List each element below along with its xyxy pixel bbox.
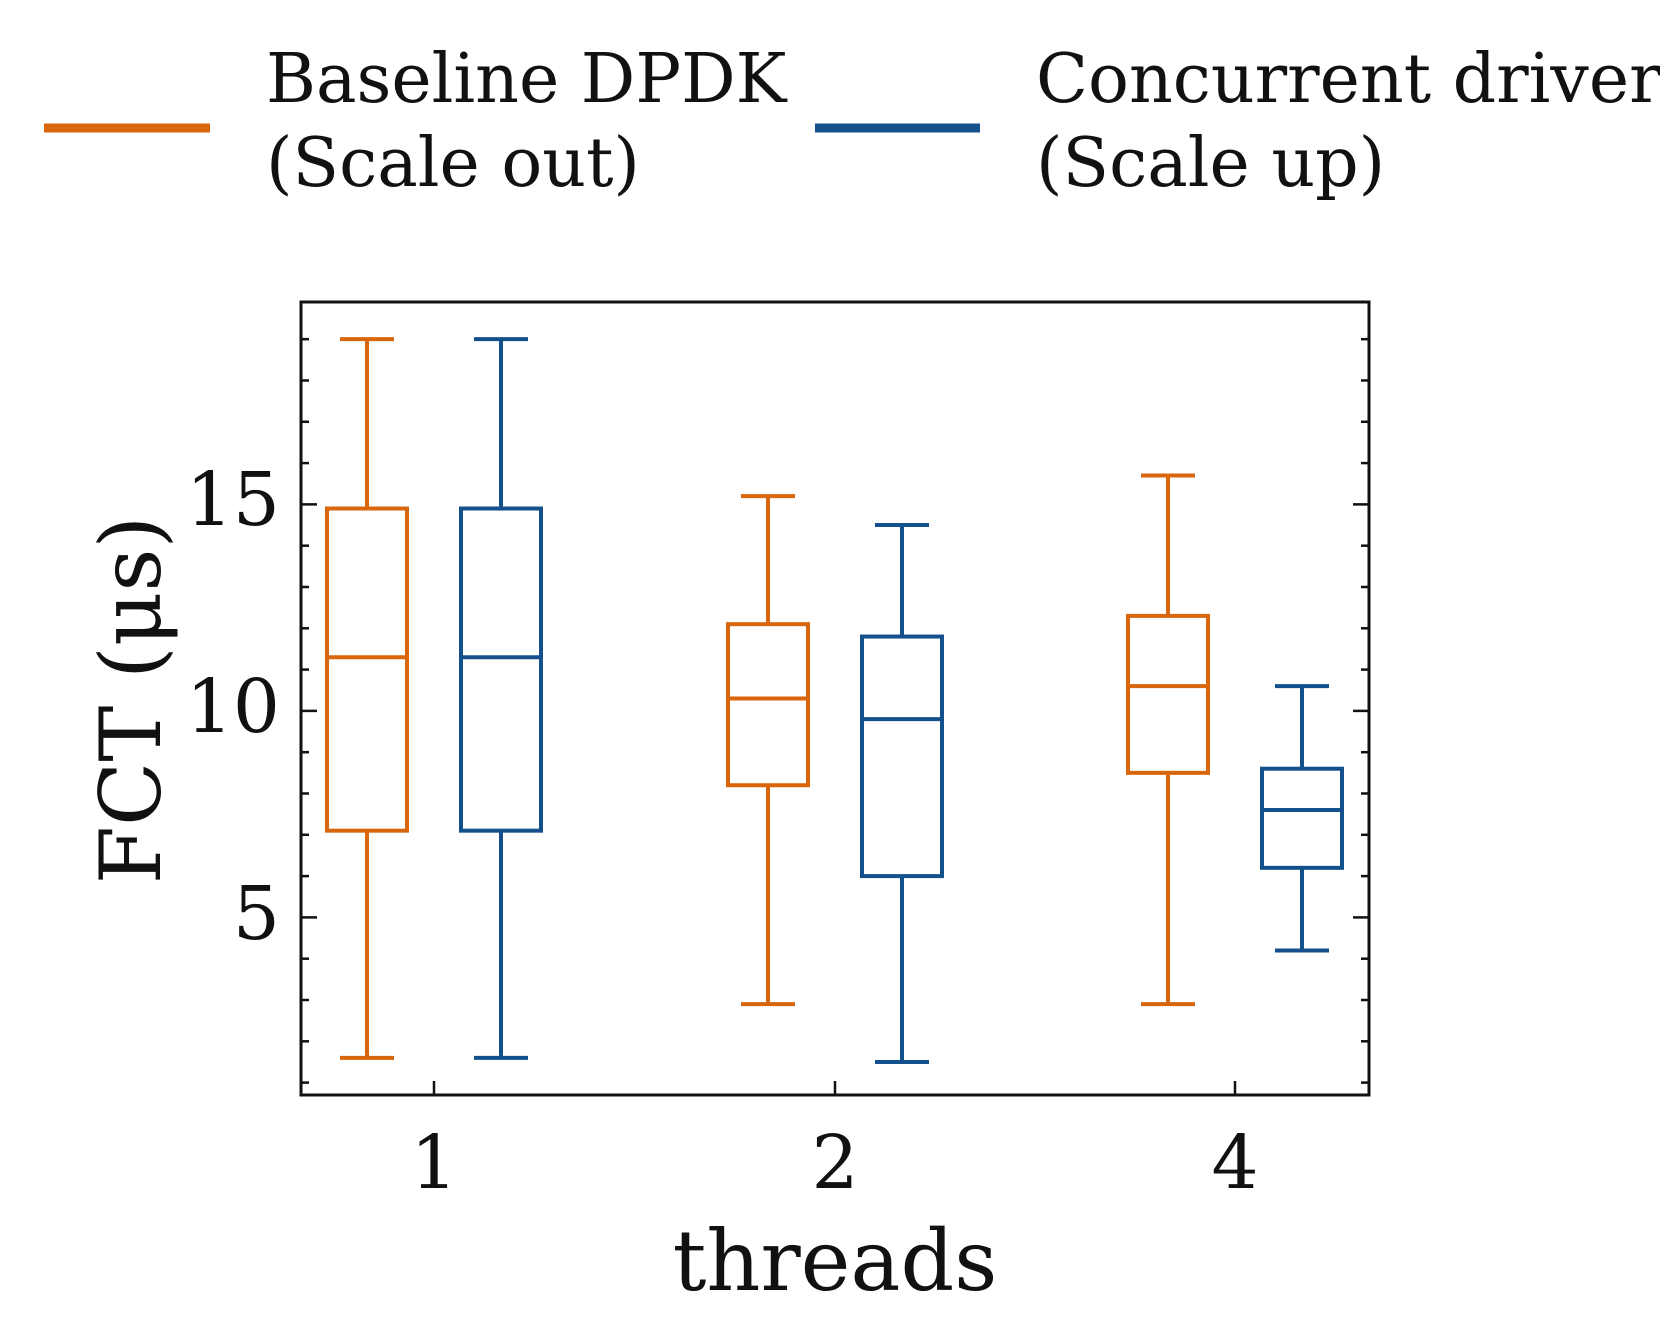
box-iqr xyxy=(1126,613,1210,775)
legend-label-concurrent-sub: (Scale up) xyxy=(1036,124,1385,203)
box-iqr xyxy=(726,622,810,788)
legend-label-baseline: Baseline DPDK xyxy=(266,40,788,119)
y-tick-label-15: 15 xyxy=(186,457,280,543)
x-axis-label: threads xyxy=(673,1212,998,1310)
box-iqr xyxy=(459,506,543,833)
box-concurrent-1 xyxy=(459,337,543,1060)
box-concurrent-2 xyxy=(860,523,944,1064)
legend-label-concurrent: Concurrent driver xyxy=(1036,40,1660,119)
box-iqr xyxy=(1260,766,1344,870)
x-tick-label-1: 1 xyxy=(410,1120,457,1206)
x-tick-label-2: 2 xyxy=(811,1120,858,1206)
legend: Baseline DPDK (Scale out) Concurrent dri… xyxy=(44,40,1660,203)
box-baseline-2 xyxy=(726,494,810,1007)
box-concurrent-4 xyxy=(1260,684,1344,953)
y-tick-label-5: 5 xyxy=(233,871,280,957)
box-iqr xyxy=(860,634,944,879)
box-baseline-1 xyxy=(325,337,409,1060)
y-tick-label-10: 10 xyxy=(186,664,280,750)
box-baseline-4 xyxy=(1126,473,1210,1007)
box-plots xyxy=(325,337,1344,1064)
legend-label-baseline-sub: (Scale out) xyxy=(266,124,640,203)
y-axis-label: FCT (μs) xyxy=(82,516,180,885)
x-tick-label-4: 4 xyxy=(1211,1120,1258,1206)
axis-ticks xyxy=(301,337,1369,1095)
box-iqr xyxy=(325,506,409,833)
